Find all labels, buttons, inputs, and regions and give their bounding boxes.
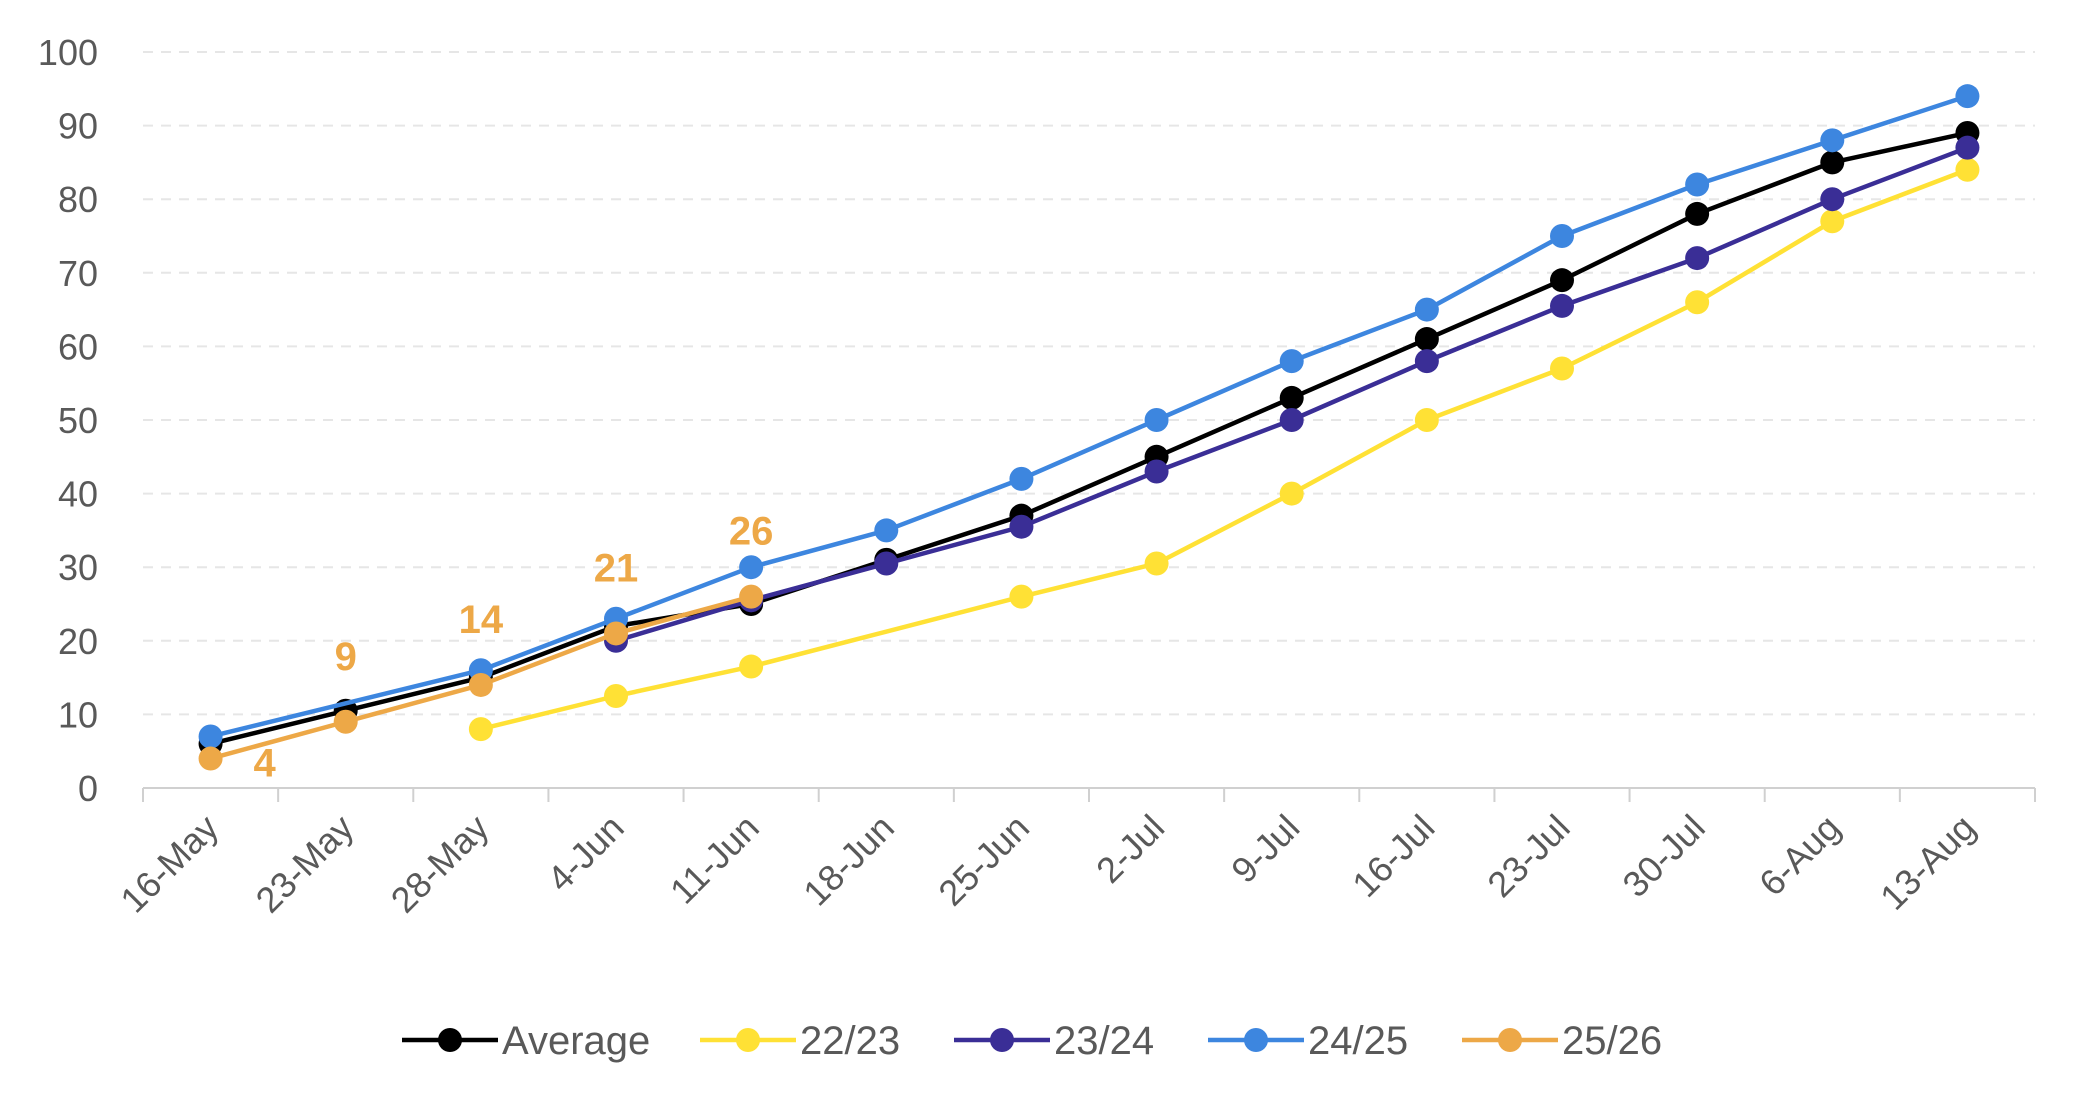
y-tick-label-30: 30: [58, 547, 98, 588]
gridlines: [143, 51, 2035, 716]
data-point-24-25: [874, 518, 899, 543]
data-point-25-26: [604, 621, 628, 646]
data-point-25-26: [468, 672, 493, 697]
x-tick-label-23-May: 23-May: [247, 807, 361, 921]
legend-item-25-26: 25/26: [1462, 1019, 1662, 1063]
data-point-average: [1820, 150, 1845, 175]
data-point-22-23: [1009, 584, 1034, 609]
data-point-22-23: [468, 717, 493, 742]
data-point-25-26: [198, 746, 223, 771]
data-point-average: [1685, 201, 1710, 226]
x-tick-label-30-Jul: 30-Jul: [1614, 807, 1712, 905]
y-tick-label-60: 60: [58, 326, 98, 367]
data-point-24-25: [1820, 128, 1845, 153]
data-point-22-23: [739, 654, 764, 679]
x-tick-label-28-May: 28-May: [383, 807, 497, 921]
data-point-24-25: [739, 555, 764, 580]
data-point-23-24: [1550, 293, 1574, 318]
data-point-25-26: [739, 584, 764, 609]
data-point-25-26: [333, 709, 358, 734]
data-point-23-24: [1009, 514, 1034, 539]
legend-item-22-23: 22/23: [700, 1019, 900, 1063]
data-point-24-25: [1414, 297, 1439, 322]
legend-item-average: Average: [402, 1019, 650, 1063]
data-point-22-23: [1279, 481, 1304, 506]
y-tick-label-80: 80: [58, 179, 98, 220]
data-point-24-25: [1550, 224, 1574, 248]
data-point-22-23: [1414, 408, 1439, 432]
data-point-23-24: [1279, 408, 1304, 432]
y-tick-label-50: 50: [58, 400, 98, 441]
legend-label: Average: [502, 1019, 650, 1063]
y-tick-label-70: 70: [58, 253, 98, 294]
legend-label: 22/23: [800, 1019, 900, 1063]
data-point-23-24: [1685, 246, 1710, 271]
data-point-average: [1279, 385, 1304, 410]
data-point-22-23: [1144, 551, 1169, 576]
legend-swatch-marker: [736, 1028, 760, 1052]
data-point-22-23: [1550, 356, 1574, 381]
y-tick-label-10: 10: [58, 694, 98, 735]
x-tick-label-18-Jun: 18-Jun: [795, 807, 902, 914]
data-label: 9: [335, 635, 357, 679]
y-tick-label-100: 100: [38, 32, 98, 73]
y-tick-label-0: 0: [78, 768, 98, 809]
legend-item-24-25: 24/25: [1208, 1019, 1408, 1063]
data-point-22-23: [604, 684, 628, 708]
series-line-average: [210, 130, 1968, 747]
data-point-22-23: [1820, 209, 1845, 234]
x-tick-label-23-Jul: 23-Jul: [1479, 807, 1577, 905]
legend-swatch-marker: [990, 1028, 1014, 1052]
data-point-23-24: [1955, 135, 1980, 160]
data-point-24-25: [1955, 84, 1980, 109]
data-point-22-23: [1685, 290, 1710, 315]
x-tick-label-11-Jun: 11-Jun: [662, 807, 767, 912]
legend-label: 23/24: [1054, 1019, 1154, 1063]
data-point-24-25: [198, 724, 223, 749]
x-tick-label-16-May: 16-May: [112, 807, 226, 921]
x-tick-label-9-Jul: 9-Jul: [1223, 807, 1307, 891]
data-label: 21: [594, 546, 639, 590]
data-point-average: [1550, 268, 1574, 293]
x-tick-label-16-Jul: 16-Jul: [1344, 807, 1442, 905]
legend-swatch-marker: [1244, 1028, 1268, 1052]
series-lines: [198, 84, 1980, 771]
data-labels: 4 9 14 21 26: [253, 510, 773, 786]
legend-label: 25/26: [1562, 1019, 1662, 1063]
data-point-24-25: [1144, 408, 1169, 432]
y-tick-label-40: 40: [58, 474, 98, 515]
data-point-23-24: [1414, 349, 1439, 374]
axes: 0 10 20 30 40 50 60 70 80 90 100 16-May 23-May 28-May…: [38, 32, 2036, 921]
legend: Average 22/23 23/24 24/25 25/26: [402, 1019, 1662, 1063]
data-point-24-25: [1009, 466, 1034, 491]
legend-label: 24/25: [1308, 1019, 1408, 1063]
data-point-average: [1414, 327, 1439, 352]
data-label: 4: [253, 742, 276, 786]
legend-item-23-24: 23/24: [954, 1019, 1154, 1063]
x-tick-label-25-Jun: 25-Jun: [930, 807, 1037, 914]
data-point-23-24: [874, 551, 899, 576]
x-tick-label-4-Jun: 4-Jun: [539, 807, 632, 900]
series-line-22-23: [480, 167, 1969, 732]
x-tick-label-13-Aug: 13-Aug: [1872, 807, 1983, 918]
data-point-23-24: [1144, 459, 1169, 484]
legend-swatch-marker: [1498, 1028, 1522, 1052]
x-tick-label-2-Jul: 2-Jul: [1088, 807, 1172, 891]
x-tick-label-6-Aug: 6-Aug: [1751, 807, 1848, 904]
data-label: 14: [459, 598, 504, 642]
y-tick-label-90: 90: [58, 106, 98, 147]
data-point-23-24: [1820, 187, 1845, 212]
y-tick-label-20: 20: [58, 621, 98, 662]
data-point-24-25: [1279, 349, 1304, 374]
legend-swatch-marker: [438, 1028, 462, 1052]
data-label: 26: [729, 510, 774, 554]
data-point-24-25: [1685, 172, 1710, 197]
data-point-22-23: [1955, 157, 1980, 182]
